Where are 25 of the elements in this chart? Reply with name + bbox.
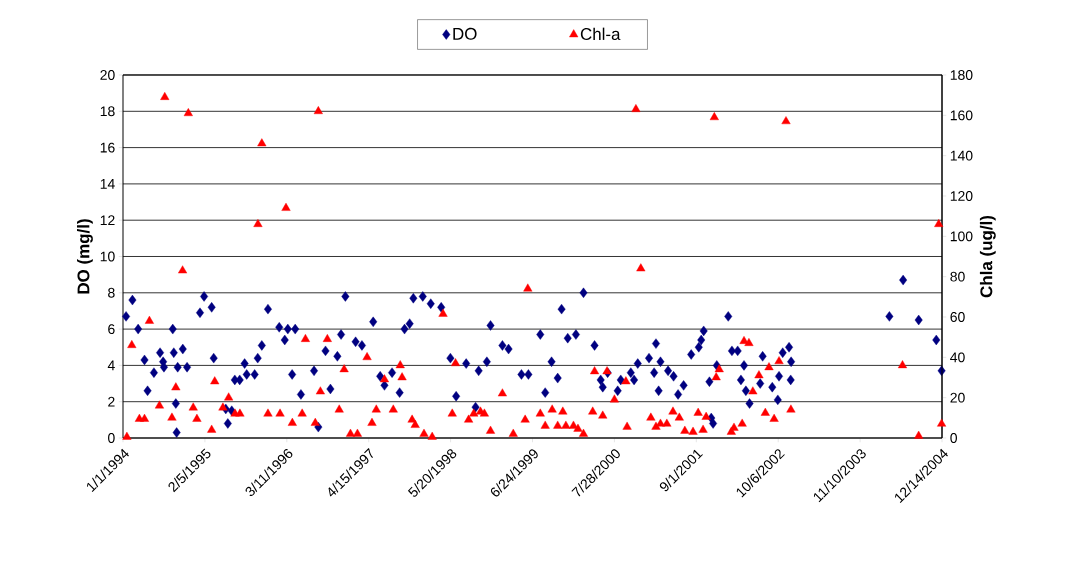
y2-tick-label: 80	[950, 271, 965, 282]
y2-tick-label: 120	[950, 191, 973, 201]
y-tick-label: 14	[100, 179, 115, 189]
y-tick-label: 6	[108, 324, 115, 335]
y2-tick-label: 180	[950, 70, 973, 80]
y-tick-label: 2	[108, 396, 115, 407]
y2-tick-label: 0	[950, 433, 957, 443]
y2-tick-label: 140	[950, 150, 973, 161]
y2-tick-label: 100	[950, 231, 973, 242]
y2-tick-label: 40	[950, 352, 965, 363]
y-axis-title: DO (mg/l)	[77, 219, 93, 294]
y2-tick-label: 20	[950, 392, 965, 403]
legend-label: DO	[453, 27, 477, 40]
y-tick-label: 4	[107, 360, 115, 371]
y-tick-label: 0	[108, 433, 115, 443]
y-tick-label: 16	[100, 142, 115, 153]
y-tick-label: 18	[100, 106, 115, 117]
y-tick-label: 12	[100, 215, 115, 226]
legend-label: Chl-a	[580, 27, 621, 41]
y-tick-label: 10	[100, 251, 115, 262]
y2-tick-label: 160	[950, 110, 973, 121]
y-tick-label: 20	[100, 70, 115, 80]
y2-tick-label: 60	[950, 312, 965, 322]
y2-axis-title: Chla (ug/l)	[979, 215, 996, 298]
y-tick-label: 8	[108, 287, 115, 298]
